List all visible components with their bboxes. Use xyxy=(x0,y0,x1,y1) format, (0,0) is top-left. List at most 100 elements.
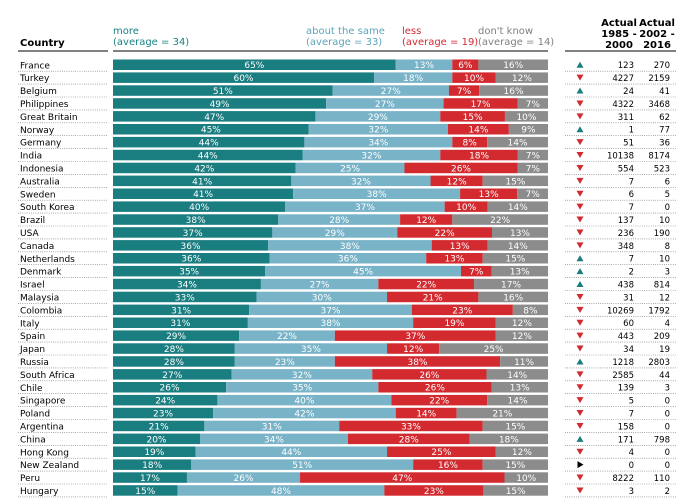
actual-1985-2000-value: 2585 xyxy=(612,371,634,381)
chart-row: South Korea 40% 37% 10% 14% 7 0 xyxy=(18,201,676,214)
data-label-dontknow: 14% xyxy=(508,139,528,149)
bar-segment-same xyxy=(269,253,427,264)
chart-row: Philippines 49% 27% 17% 7% 4322 3468 xyxy=(18,98,676,111)
bar-segment-less xyxy=(426,253,483,264)
actual-2002-2016-value: 2159 xyxy=(648,74,670,84)
trend-flat-icon xyxy=(577,461,584,469)
data-label-dontknow: 18% xyxy=(499,435,519,445)
data-label-dontknow: 13% xyxy=(510,268,530,278)
data-label-more: 34% xyxy=(177,280,197,290)
data-label-dontknow: 16% xyxy=(503,61,523,71)
data-label-less: 22% xyxy=(416,280,436,290)
chart-row: Netherlands 36% 36% 13% 15% 7 10 xyxy=(18,253,676,266)
legend-more-average: (average = 34) xyxy=(113,37,190,48)
chart-row: Indonesia 42% 25% 26% 7% 554 523 xyxy=(18,162,676,175)
actual-2002-2016-value: 6 xyxy=(665,177,670,187)
bar-segment-less xyxy=(378,278,475,290)
country-label: India xyxy=(20,152,42,162)
data-label-more: 18% xyxy=(142,461,162,471)
data-label-more: 44% xyxy=(199,139,219,149)
data-label-dontknow: 16% xyxy=(503,293,523,303)
bar-segment-more xyxy=(113,124,309,135)
actual-2002-2016-value: 19 xyxy=(659,345,670,355)
trend-up-icon xyxy=(576,435,584,442)
trend-down-icon xyxy=(576,332,584,339)
bar-segment-dontknow xyxy=(482,175,548,187)
data-label-dontknow: 15% xyxy=(506,487,526,497)
data-label-less: 13% xyxy=(479,190,499,200)
trend-up-icon xyxy=(576,61,584,68)
data-label-same: 38% xyxy=(320,319,340,329)
trend-down-icon xyxy=(576,216,584,223)
bar-segment-dontknow xyxy=(517,149,548,161)
data-label-dontknow: 22% xyxy=(490,216,510,226)
data-label-less: 12% xyxy=(447,177,467,187)
trend-down-icon xyxy=(576,422,584,429)
actual-1985-2000-value: 60 xyxy=(623,319,634,329)
chart-row: China 20% 34% 28% 18% 171 798 xyxy=(18,433,676,446)
actual-1985-2000-value: 171 xyxy=(618,435,634,445)
data-label-same: 38% xyxy=(340,242,360,252)
data-label-less: 22% xyxy=(435,229,455,239)
chart-row: Great Britain 47% 29% 15% 10% 311 62 xyxy=(18,111,676,124)
country-label: Israel xyxy=(20,281,45,291)
country-label: Malaysia xyxy=(20,293,59,303)
bar-segment-less xyxy=(384,485,484,496)
bar-segment-more xyxy=(113,201,286,212)
country-label: South Korea xyxy=(20,203,75,213)
bar-segment-same xyxy=(234,343,388,354)
data-label-more: 44% xyxy=(198,151,218,161)
legend-dontknow-average: (average = 14) xyxy=(478,37,555,48)
actual-1985-2000-header: Actual 1985 - 2000 xyxy=(600,18,638,51)
data-label-same: 23% xyxy=(275,358,295,368)
bar-segment-same xyxy=(234,356,335,367)
bar-segment-dontknow xyxy=(517,188,548,199)
actual-2002-2016-value: 270 xyxy=(654,61,670,71)
bar-segment-same xyxy=(231,369,373,380)
trend-down-icon xyxy=(576,306,584,313)
bar-segment-less xyxy=(452,72,496,83)
bar-segment-same xyxy=(332,85,449,96)
actual-1985-2000-value: 1218 xyxy=(612,358,634,368)
bar-segment-dontknow xyxy=(439,343,548,354)
legend-same-average: (average = 33) xyxy=(306,37,383,48)
actual-1985-2000-value: 348 xyxy=(618,242,634,252)
actual-2002-2016-value: 798 xyxy=(654,435,670,445)
data-label-less: 38% xyxy=(407,358,427,368)
data-label-dontknow: 13% xyxy=(510,384,530,394)
bar-segment-more xyxy=(113,459,192,470)
actual-2002-2016-value: 0 xyxy=(665,409,670,419)
actual-2002-2016-value: 190 xyxy=(654,229,670,239)
data-label-dontknow: 14% xyxy=(508,397,528,407)
data-label-same: 36% xyxy=(338,255,358,265)
chart-row: Israel 34% 27% 22% 17% 438 814 xyxy=(18,278,676,291)
chart-row: USA 37% 29% 22% 13% 236 190 xyxy=(18,227,676,240)
actual-1985-2000-value: 236 xyxy=(618,229,634,239)
data-label-same: 27% xyxy=(381,87,401,97)
bar-segment-dontknow xyxy=(491,265,548,277)
country-label: Belgium xyxy=(20,87,57,97)
data-label-less: 28% xyxy=(399,435,419,445)
data-label-same: 28% xyxy=(329,216,349,226)
data-label-same: 34% xyxy=(368,139,388,149)
actual-1985-2000-value: 7 xyxy=(629,177,634,187)
country-label: Norway xyxy=(20,126,55,136)
data-label-same: 29% xyxy=(368,113,388,123)
data-label-more: 26% xyxy=(160,384,180,394)
trend-up-icon xyxy=(576,126,584,133)
trend-down-icon xyxy=(576,487,584,494)
data-label-same: 26% xyxy=(233,474,253,484)
data-label-more: 65% xyxy=(244,61,264,71)
actual-2002-2016-value: 4 xyxy=(665,319,670,329)
bar-segment-same xyxy=(247,317,414,328)
bar-segment-less xyxy=(339,420,483,432)
actual-2002-2016-value: 0 xyxy=(665,397,670,407)
country-label: South Africa xyxy=(20,371,75,381)
data-label-same: 27% xyxy=(310,280,330,290)
country-label: Indonesia xyxy=(20,164,64,174)
bar-segment-same xyxy=(204,420,340,432)
data-label-dontknow: 14% xyxy=(508,242,528,252)
data-label-less: 7% xyxy=(457,87,472,97)
country-label: Singapore xyxy=(20,397,66,407)
data-label-less: 26% xyxy=(419,371,439,381)
